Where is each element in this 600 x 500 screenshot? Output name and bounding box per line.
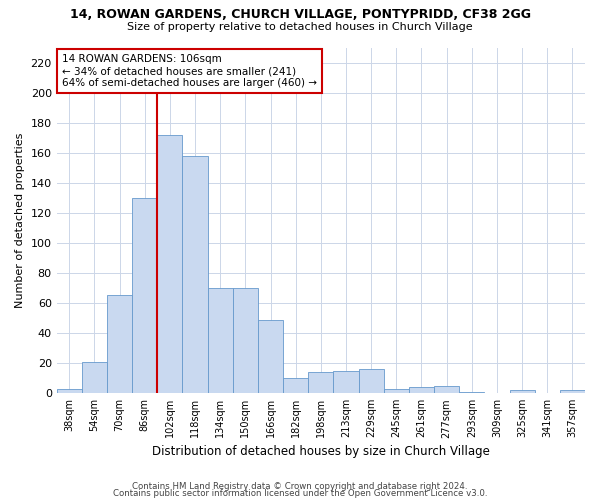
Bar — [509, 390, 535, 393]
Bar — [182, 156, 208, 393]
Bar — [157, 134, 182, 393]
Bar — [107, 296, 132, 393]
Bar — [208, 288, 233, 393]
Bar — [82, 362, 107, 393]
Text: 14 ROWAN GARDENS: 106sqm
← 34% of detached houses are smaller (241)
64% of semi-: 14 ROWAN GARDENS: 106sqm ← 34% of detach… — [62, 54, 317, 88]
Text: Size of property relative to detached houses in Church Village: Size of property relative to detached ho… — [127, 22, 473, 32]
Text: Contains HM Land Registry data © Crown copyright and database right 2024.: Contains HM Land Registry data © Crown c… — [132, 482, 468, 491]
Text: Contains public sector information licensed under the Open Government Licence v3: Contains public sector information licen… — [113, 490, 487, 498]
Bar — [560, 390, 585, 393]
X-axis label: Distribution of detached houses by size in Church Village: Distribution of detached houses by size … — [152, 444, 490, 458]
Bar — [308, 372, 334, 393]
Bar — [258, 320, 283, 393]
Bar — [283, 378, 308, 393]
Text: 14, ROWAN GARDENS, CHURCH VILLAGE, PONTYPRIDD, CF38 2GG: 14, ROWAN GARDENS, CHURCH VILLAGE, PONTY… — [70, 8, 530, 20]
Bar — [132, 198, 157, 393]
Y-axis label: Number of detached properties: Number of detached properties — [15, 132, 25, 308]
Bar — [434, 386, 459, 393]
Bar — [359, 369, 384, 393]
Bar — [334, 370, 359, 393]
Bar — [459, 392, 484, 393]
Bar — [409, 387, 434, 393]
Bar — [233, 288, 258, 393]
Bar — [56, 388, 82, 393]
Bar — [384, 388, 409, 393]
